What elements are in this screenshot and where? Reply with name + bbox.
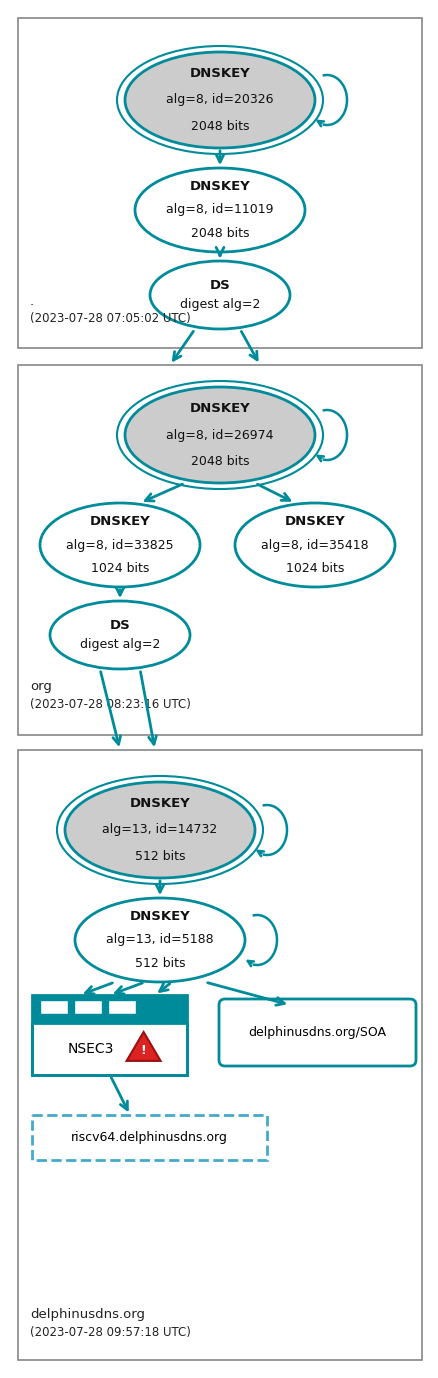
Ellipse shape <box>75 898 244 983</box>
Polygon shape <box>126 1032 160 1061</box>
Text: 2048 bits: 2048 bits <box>191 226 249 240</box>
Text: alg=8, id=11019: alg=8, id=11019 <box>166 204 273 216</box>
Text: DNSKEY: DNSKEY <box>129 911 190 923</box>
FancyBboxPatch shape <box>18 365 421 734</box>
Ellipse shape <box>234 503 394 587</box>
Text: DNSKEY: DNSKEY <box>89 515 150 528</box>
Text: 1024 bits: 1024 bits <box>91 562 149 575</box>
FancyBboxPatch shape <box>219 999 415 1067</box>
FancyBboxPatch shape <box>32 995 187 1022</box>
Text: (2023-07-28 07:05:02 UTC): (2023-07-28 07:05:02 UTC) <box>30 311 191 325</box>
FancyBboxPatch shape <box>74 1000 102 1014</box>
Ellipse shape <box>125 52 314 147</box>
Text: (2023-07-28 09:57:18 UTC): (2023-07-28 09:57:18 UTC) <box>30 1326 191 1339</box>
Text: .: . <box>30 295 34 309</box>
Text: digest alg=2: digest alg=2 <box>180 298 260 311</box>
Text: 1024 bits: 1024 bits <box>285 562 343 575</box>
Text: 512 bits: 512 bits <box>134 956 185 970</box>
FancyBboxPatch shape <box>40 1000 68 1014</box>
FancyBboxPatch shape <box>18 18 421 349</box>
Text: DNSKEY: DNSKEY <box>189 402 250 415</box>
Text: NSEC3: NSEC3 <box>67 1042 114 1056</box>
Text: alg=8, id=35418: alg=8, id=35418 <box>261 539 368 551</box>
Text: !: ! <box>141 1045 146 1057</box>
Text: alg=8, id=26974: alg=8, id=26974 <box>166 429 273 441</box>
Text: delphinusdns.org/SOA: delphinusdns.org/SOA <box>248 1027 385 1039</box>
Text: DNSKEY: DNSKEY <box>284 515 345 528</box>
Text: alg=13, id=5188: alg=13, id=5188 <box>106 933 213 947</box>
Ellipse shape <box>50 601 190 668</box>
FancyBboxPatch shape <box>18 750 421 1360</box>
FancyBboxPatch shape <box>32 1022 187 1075</box>
Text: alg=8, id=20326: alg=8, id=20326 <box>166 94 273 106</box>
Text: org: org <box>30 679 52 693</box>
FancyBboxPatch shape <box>32 1115 266 1160</box>
Text: (2023-07-28 08:23:16 UTC): (2023-07-28 08:23:16 UTC) <box>30 699 191 711</box>
Text: alg=13, id=14732: alg=13, id=14732 <box>102 824 217 836</box>
Text: DNSKEY: DNSKEY <box>189 68 250 80</box>
Text: 2048 bits: 2048 bits <box>191 120 249 132</box>
Text: 2048 bits: 2048 bits <box>191 455 249 469</box>
Ellipse shape <box>125 387 314 484</box>
Text: alg=8, id=33825: alg=8, id=33825 <box>66 539 173 551</box>
Text: delphinusdns.org: delphinusdns.org <box>30 1308 145 1322</box>
Text: DS: DS <box>110 619 130 633</box>
FancyBboxPatch shape <box>108 1000 136 1014</box>
Ellipse shape <box>150 260 290 329</box>
Ellipse shape <box>135 168 304 252</box>
Ellipse shape <box>65 781 254 878</box>
Text: DNSKEY: DNSKEY <box>129 796 190 810</box>
Ellipse shape <box>40 503 200 587</box>
Text: riscv64.delphinusdns.org: riscv64.delphinusdns.org <box>71 1131 227 1144</box>
Text: DNSKEY: DNSKEY <box>189 181 250 193</box>
Text: 512 bits: 512 bits <box>134 850 185 863</box>
Text: DS: DS <box>209 280 230 292</box>
Text: digest alg=2: digest alg=2 <box>80 638 160 650</box>
